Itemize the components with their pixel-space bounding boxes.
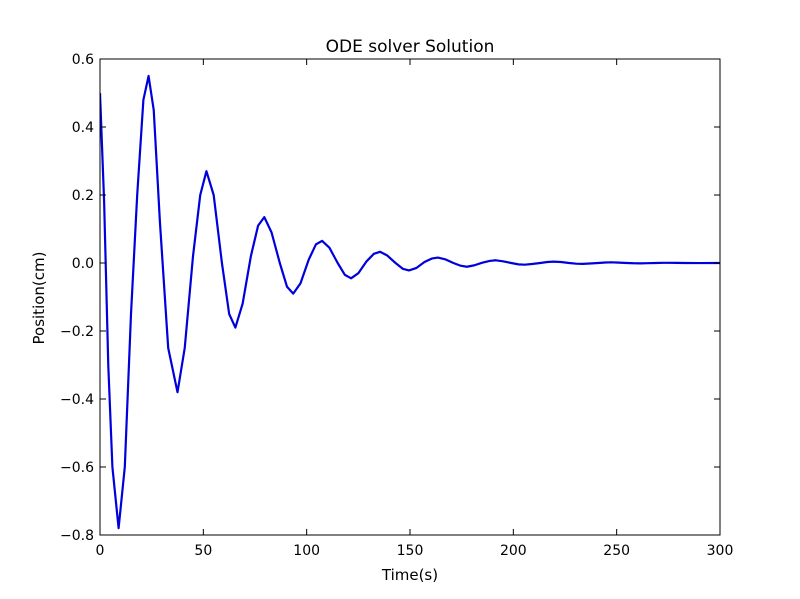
y-tick-label: 0.4 xyxy=(72,120,94,136)
x-tick-label: 100 xyxy=(293,543,320,559)
axis-ticks: 0 50 100 150 200 250 300 −0.8 −0.6 −0.4 −0.2 0.0 0.2… xyxy=(60,52,733,559)
x-tick-label: 150 xyxy=(397,543,424,559)
series-line-1 xyxy=(100,74,720,530)
plot-frame xyxy=(99,58,721,536)
y-axis-label: Position(cm) xyxy=(30,252,48,345)
x-tick-label: 50 xyxy=(194,543,212,559)
x-axis-label: Time(s) xyxy=(381,566,438,584)
y-tick-label: 0.0 xyxy=(72,256,94,272)
plot-area xyxy=(100,74,720,530)
x-tick-label: 200 xyxy=(500,543,527,559)
x-tick-label: 300 xyxy=(707,543,734,559)
y-tick-label: 0.6 xyxy=(72,52,94,68)
chart-title: ODE solver Solution xyxy=(326,37,495,57)
y-tick-label: −0.2 xyxy=(60,324,94,340)
x-tick-label: 0 xyxy=(96,543,105,559)
y-tick-label: −0.8 xyxy=(60,528,94,544)
y-tick-label: 0.2 xyxy=(72,188,94,204)
y-tick-label: −0.6 xyxy=(60,460,94,476)
x-tick-label: 250 xyxy=(603,543,630,559)
y-tick-label: −0.4 xyxy=(60,392,94,408)
